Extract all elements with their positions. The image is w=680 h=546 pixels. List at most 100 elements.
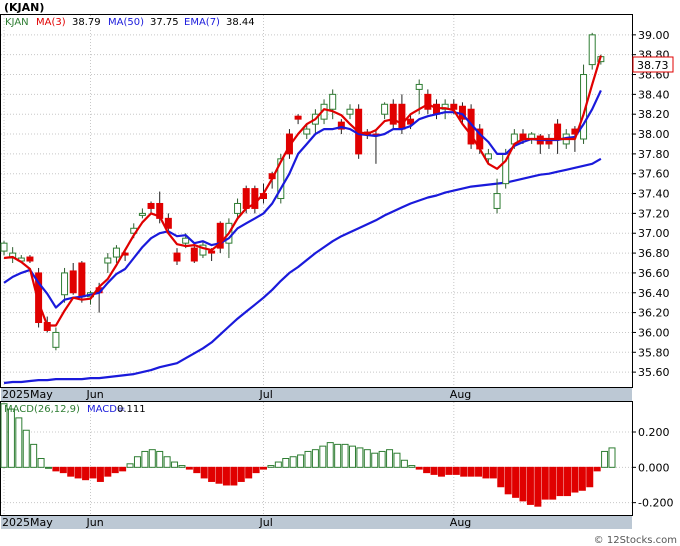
candle (329, 89, 337, 120)
macd-bar-negative (59, 466, 67, 474)
macd-bar-positive (30, 443, 38, 468)
macd-bar-negative (526, 466, 534, 505)
legend-ma50-value: 37.75 (150, 17, 179, 28)
macd-bar-positive (289, 456, 297, 468)
candle-body-up (346, 108, 354, 115)
macd-bar-negative (593, 466, 601, 472)
price-x-label: 2025May (2, 388, 53, 401)
legend-ma50-label: MA(50) (108, 17, 144, 28)
macd-bar-negative (578, 466, 586, 491)
candle-body-down (26, 256, 34, 262)
candle-body-up (61, 272, 69, 296)
ema7-line (3, 89, 602, 309)
candle-body-down (242, 188, 250, 209)
macd-bar-positive (7, 408, 15, 468)
candle-body-up (484, 153, 492, 160)
price-tick-label: 38.40 (638, 88, 670, 101)
candle-body-up (52, 331, 60, 348)
macd-bar-positive (297, 454, 305, 468)
macd-bar-negative (460, 466, 468, 477)
macd-bar-positive (304, 450, 312, 468)
macd-bar-negative (445, 466, 453, 475)
candle-body-down (337, 121, 345, 130)
macd-bar-positive (326, 442, 334, 468)
candle (35, 267, 43, 328)
price-tick-label: 36.20 (638, 307, 670, 320)
macd-bar-positive (133, 456, 141, 468)
candle-body-down (173, 252, 181, 262)
candle-body-up (493, 193, 501, 209)
candle-body-down (208, 250, 216, 254)
price-legend: KJAN MA(3) 38.79 MA(50) 37.75 EMA(7) 38.… (5, 17, 255, 28)
candle-body-up (277, 158, 285, 200)
price-tick-label: 36.80 (638, 247, 670, 260)
price-tick-label: 37.00 (638, 227, 670, 240)
candle (285, 129, 293, 159)
macd-bar-negative (260, 466, 268, 470)
macd-bar-positive (274, 461, 282, 468)
candle (26, 255, 34, 263)
macd-tick-label: 0.200 (638, 426, 670, 439)
price-x-label: Aug (450, 388, 471, 401)
price-grid (1, 15, 632, 387)
macd-bar-negative (111, 466, 119, 474)
price-tick-label: 37.60 (638, 168, 670, 181)
candle (234, 198, 242, 219)
macd-bar-negative (564, 466, 572, 497)
macd-bar-negative (534, 466, 542, 507)
candle-body-up (588, 34, 596, 66)
candle-body-up (112, 247, 120, 258)
macd-bar-positive (141, 450, 149, 468)
macd-bar-negative (549, 466, 557, 500)
macd-tick-label: -0.200 (638, 497, 673, 510)
macd-bar-positive (267, 465, 275, 468)
macd-bar-negative (215, 466, 223, 484)
candle (112, 245, 120, 263)
candle-body-down (69, 270, 77, 294)
macd-bar-positive (400, 459, 408, 468)
ma3-line (3, 55, 602, 327)
macd-bar-positive (311, 449, 319, 468)
candle-body-down (450, 103, 458, 110)
candle (104, 253, 112, 273)
macd-bar-negative (96, 466, 104, 482)
price-x-label: Jul (259, 388, 273, 401)
macd-bar-positive (393, 452, 401, 468)
price-tick-label: 39.00 (638, 29, 670, 42)
candle (294, 114, 302, 125)
macd-bar-negative (237, 466, 245, 482)
macd-bar-negative (504, 466, 512, 495)
candle-body-down (190, 247, 198, 262)
price-x-label: Jun (86, 388, 104, 401)
candle (164, 213, 172, 234)
candle-body-down (407, 118, 415, 125)
candle (381, 102, 389, 120)
macd-bar-positive (148, 449, 156, 468)
macd-panel: 0.200 0.000 -0.200 2025May Jun Jul Aug MACD(2… (0, 401, 673, 529)
macd-bar-positive (37, 458, 45, 468)
macd-x-axis: 2025May Jun Jul Aug (2, 516, 471, 529)
candle (588, 32, 596, 70)
candle (0, 241, 8, 256)
macd-legend-label: MACD(26,12,9) (4, 404, 80, 415)
candle-body-down (35, 272, 43, 324)
candle (424, 89, 432, 115)
candle (138, 208, 146, 219)
price-tick-label: 37.80 (638, 148, 670, 161)
candle-body-down (147, 202, 155, 209)
candle-body-up (303, 128, 311, 135)
legend-symbol: KJAN (5, 17, 29, 28)
macd-x-label: Jun (86, 516, 104, 529)
chart-title: (KJAN) (4, 1, 44, 14)
macd-x-label: 2025May (2, 516, 53, 529)
macd-bar-negative (482, 466, 490, 479)
macd-x-label: Jul (259, 516, 273, 529)
candle-body-down (285, 133, 293, 155)
legend-ma3-label: MA(3) (36, 17, 66, 28)
macd-bar-negative (586, 466, 594, 488)
legend-ema7-label: EMA(7) (184, 17, 220, 28)
macd-y-axis: 0.200 0.000 -0.200 (632, 426, 673, 510)
macd-bar-negative (67, 466, 75, 477)
macd-bar-negative (430, 466, 438, 475)
candle-body-up (0, 242, 8, 252)
